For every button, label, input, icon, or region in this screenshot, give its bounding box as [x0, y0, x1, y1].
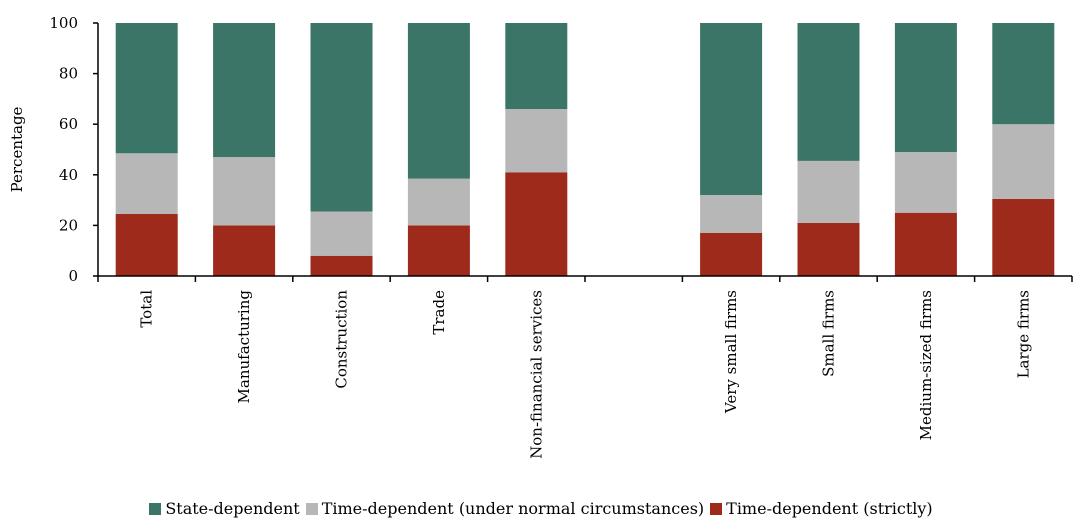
bar-segment-4-series-1	[407, 225, 470, 276]
bar-segment-3-series-3	[310, 23, 373, 212]
stacked-bar-chart: 0 20 40 60 80 100 Total Manufacturing Constructi…	[8, 14, 1073, 459]
bar-segment-8-series-2	[797, 160, 860, 223]
bar-segment-7-series-2	[700, 195, 763, 233]
legend-label: Time-dependent (strictly)	[726, 499, 933, 518]
x-tick-label: Large firms	[1014, 290, 1032, 378]
y-tick-label: 80	[59, 65, 78, 83]
x-tick-label: Manufacturing	[235, 290, 253, 404]
y-axis-title: Percentage	[8, 106, 26, 192]
legend-swatch	[149, 502, 162, 515]
x-tick-label: Trade	[430, 290, 448, 335]
x-tick-label: Medium-sized firms	[917, 290, 935, 440]
y-tick-label: 40	[59, 166, 78, 184]
legend-item: Time-dependent (under normal circumstanc…	[305, 499, 705, 518]
x-tick-label: Very small firms	[722, 290, 740, 414]
legend-item: State-dependent	[149, 499, 300, 518]
x-tick-label: Small firms	[820, 290, 838, 377]
bar-segment-3-series-1	[310, 255, 373, 276]
bar-segment-4-series-3	[407, 23, 470, 179]
bar-segment-7-series-1	[700, 232, 763, 276]
bar-segment-3-series-2	[310, 211, 373, 256]
x-tick-label: Non-financial services	[527, 290, 545, 459]
bar-segment-1-series-2	[115, 153, 178, 215]
bar-segment-10-series-3	[992, 23, 1055, 125]
bar-segment-5-series-3	[505, 23, 568, 110]
chart-legend: State-dependent Time-dependent (under nor…	[0, 499, 1082, 519]
y-tick-label: 60	[59, 115, 78, 133]
bar-segment-9-series-3	[894, 23, 957, 153]
legend-label: Time-dependent (under normal circumstanc…	[321, 499, 705, 518]
bar-segment-5-series-2	[505, 109, 568, 173]
legend-item: Time-dependent (strictly)	[710, 499, 933, 518]
bar-segment-2-series-3	[213, 23, 276, 158]
bar-segment-4-series-2	[407, 178, 470, 226]
bar-segment-10-series-1	[992, 198, 1055, 276]
y-tick-label: 20	[59, 216, 78, 234]
y-tick-label: 100	[49, 14, 78, 32]
legend-label: State-dependent	[165, 499, 300, 518]
y-tick-label: 0	[68, 267, 78, 285]
bar-segment-1-series-1	[115, 214, 178, 276]
bar-segment-2-series-2	[213, 157, 276, 226]
x-tick-label: Total	[138, 290, 156, 328]
bar-segment-9-series-1	[894, 212, 957, 276]
bar-segment-8-series-3	[797, 23, 860, 161]
bar-segment-9-series-2	[894, 152, 957, 213]
bar-segment-5-series-1	[505, 172, 568, 276]
bar-segment-10-series-2	[992, 124, 1055, 199]
x-tick-label: Construction	[333, 290, 351, 389]
legend-swatch	[305, 502, 318, 515]
bar-segment-7-series-3	[700, 23, 763, 196]
bar-segment-1-series-3	[115, 23, 178, 154]
bar-segment-2-series-1	[213, 225, 276, 276]
bar-segment-8-series-1	[797, 222, 860, 276]
legend-swatch	[710, 502, 723, 515]
